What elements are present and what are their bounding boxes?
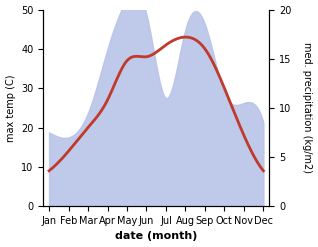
Y-axis label: max temp (C): max temp (C): [5, 74, 16, 142]
Y-axis label: med. precipitation (kg/m2): med. precipitation (kg/m2): [302, 42, 313, 173]
X-axis label: date (month): date (month): [115, 231, 197, 242]
